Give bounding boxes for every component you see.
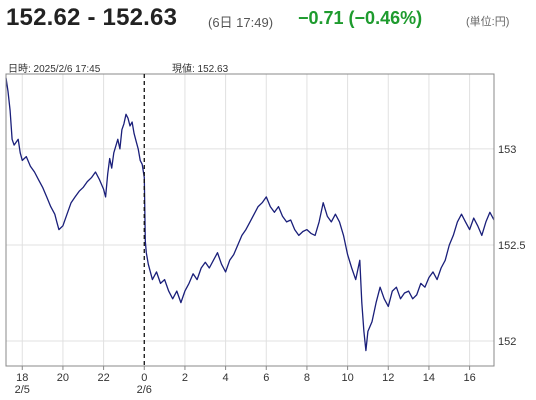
x-tick-label: 10 — [341, 372, 353, 384]
price-series-line — [5, 77, 495, 352]
price-range: 152.62 - 152.63 — [6, 4, 178, 31]
cursor-datetime: 日時: 2025/2/6 17:45 — [8, 64, 101, 75]
cursor-current-value: 現値: 152.63 — [172, 64, 229, 75]
quote-header: 152.62 - 152.63 (6日 17:49) −0.71 (−0.46%… — [6, 4, 532, 34]
y-tick-label: 152.5 — [498, 240, 526, 252]
series-layer — [5, 77, 495, 352]
x-date-label: 2/5 — [15, 384, 30, 396]
x-tick-label: 0 — [141, 372, 147, 384]
x-tick-label: 2 — [182, 372, 188, 384]
y-tick-label: 153 — [498, 144, 516, 156]
x-date-label: 2/6 — [137, 384, 152, 396]
grid-layer — [6, 74, 494, 366]
x-tick-label: 18 — [16, 372, 28, 384]
quote-timestamp: (6日 17:49) — [208, 15, 274, 30]
unit-label: (単位:円) — [466, 16, 510, 28]
x-tick-label: 8 — [304, 372, 310, 384]
axis-layer: 153 152.5 152 18 20 22 0 2 4 6 8 10 12 14 16 2/5 2/6 — [5, 73, 526, 396]
x-tick-label: 20 — [57, 372, 69, 384]
x-tick-label: 12 — [382, 372, 394, 384]
plot-frame — [5, 73, 495, 367]
x-tick-label: 14 — [423, 372, 435, 384]
x-tick-label: 4 — [223, 372, 229, 384]
x-tick-label: 6 — [263, 372, 269, 384]
x-tick-label: 16 — [463, 372, 475, 384]
price-change: −0.71 (−0.46%) — [298, 8, 423, 28]
x-tick-label: 22 — [97, 372, 109, 384]
y-tick-label: 152 — [498, 336, 516, 348]
